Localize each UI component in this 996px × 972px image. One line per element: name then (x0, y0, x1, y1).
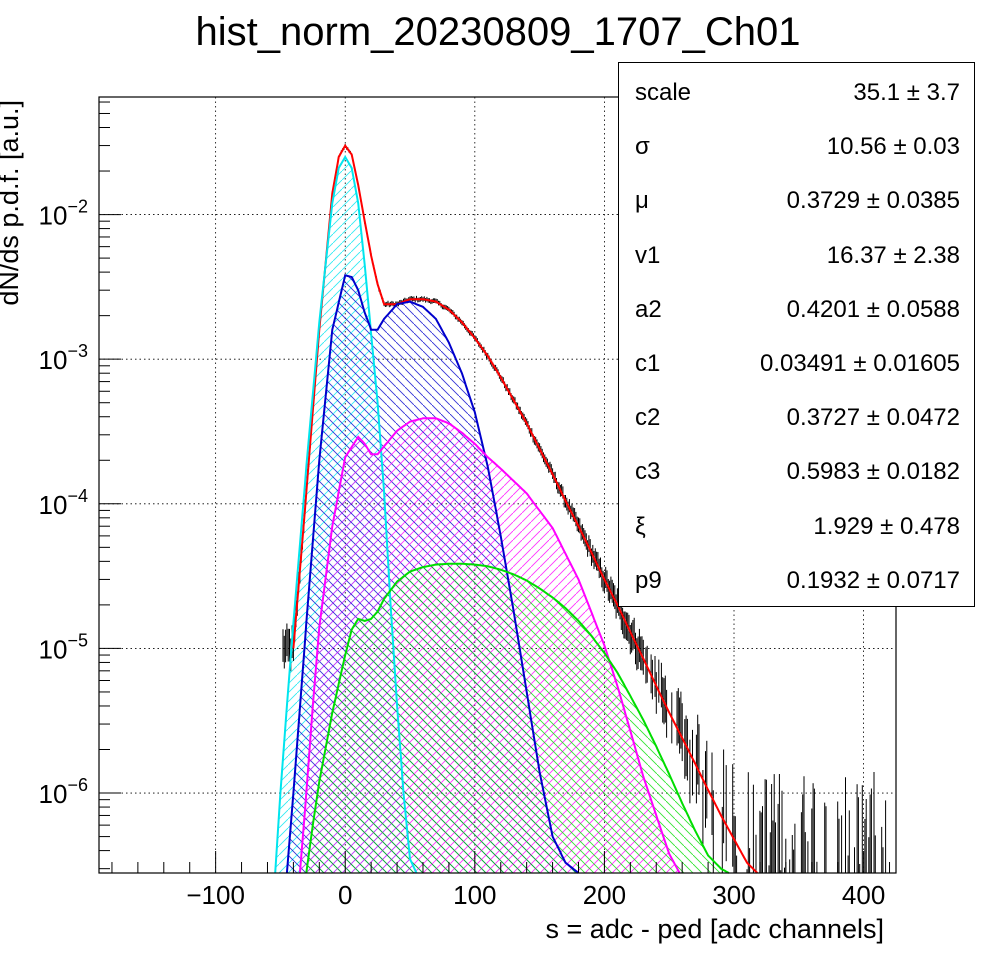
stat-row: scale 35.1 ± 3.7 (619, 66, 976, 120)
x-tick-label: 200 (583, 880, 626, 910)
x-tick-label: 400 (842, 880, 885, 910)
y-tick-label: 10−6 (39, 775, 88, 809)
stat-parameter-name: p9 (635, 566, 662, 594)
stat-row: c3 0.5983 ± 0.0182 (619, 445, 976, 499)
stat-parameter-name: a2 (635, 295, 662, 323)
stat-parameter-name: ξ (635, 512, 646, 540)
x-axis-title: s = adc - ped [adc channels] (546, 914, 884, 944)
stat-parameter-value: 0.3729 ± 0.0385 (786, 187, 960, 215)
component-fills (275, 157, 729, 873)
stat-row: ξ 1.929 ± 0.478 (619, 500, 976, 554)
stat-parameter-value: 0.1932 ± 0.0717 (786, 566, 960, 594)
stat-row: v1 16.37 ± 2.38 (619, 229, 976, 283)
fit-curve-line (292, 143, 759, 874)
stat-row: σ 10.56 ± 0.03 (619, 120, 976, 174)
chart-title: hist_norm_20230809_1707_Ch01 (195, 10, 801, 54)
fit-stats-box: scale 35.1 ± 3.7 σ 10.56 ± 0.03 μ 0.3729 ± 0.… (618, 62, 975, 607)
y-tick-label: 10−3 (39, 341, 88, 375)
fit-curve-line (298, 417, 681, 874)
stat-parameter-name: scale (635, 79, 692, 106)
fit-curve-line (305, 562, 730, 874)
stat-parameter-value: 10.56 ± 0.03 (826, 133, 960, 161)
y-tick-label: 10−4 (39, 486, 88, 520)
x-tick-label: 100 (453, 880, 496, 910)
stat-parameter-name: μ (635, 187, 649, 215)
component-hatch-fill (306, 563, 729, 873)
stat-parameter-value: 16.37 ± 2.38 (826, 241, 960, 269)
axis-ticks (99, 101, 891, 873)
axis-labels: −100 0 100 200 300 400 10−6 10−5 10−4 10−3 10−2 s =… (0, 100, 885, 944)
stat-row: μ 0.3729 ± 0.0385 (619, 174, 976, 228)
stat-row: c1 0.03491 ± 0.01605 (619, 337, 976, 391)
x-tick-label: 300 (712, 880, 755, 910)
stat-parameter-name: c3 (635, 458, 661, 486)
y-tick-label: 10−2 (39, 197, 88, 231)
stat-parameter-value: 0.3727 ± 0.0472 (786, 404, 960, 432)
fit-curves (274, 143, 759, 874)
stat-parameter-value: 1.929 ± 0.478 (813, 512, 960, 540)
stat-parameter-name: c1 (635, 350, 661, 377)
stat-parameter-name: v1 (635, 241, 661, 269)
stat-row: p9 0.1932 ± 0.0717 (619, 554, 976, 608)
x-tick-label: −100 (186, 880, 245, 910)
stat-parameter-value: 35.1 ± 3.7 (853, 79, 960, 106)
stat-parameter-name: σ (635, 133, 650, 161)
stat-parameter-value: 0.03491 ± 0.01605 (759, 350, 960, 377)
y-axis-title: dN/ds p.d.f. [a.u.] (0, 100, 24, 306)
y-tick-label: 10−5 (39, 630, 88, 664)
stat-row: c2 0.3727 ± 0.0472 (619, 391, 976, 445)
stat-parameter-name: c2 (635, 404, 661, 432)
fit-curve-line (274, 155, 418, 874)
stat-parameter-value: 0.4201 ± 0.0588 (786, 295, 960, 323)
fit-curve-line (285, 274, 580, 874)
stat-parameter-value: 0.5983 ± 0.0182 (786, 458, 960, 486)
stat-row: a2 0.4201 ± 0.0588 (619, 283, 976, 337)
x-tick-label: 0 (338, 880, 352, 910)
